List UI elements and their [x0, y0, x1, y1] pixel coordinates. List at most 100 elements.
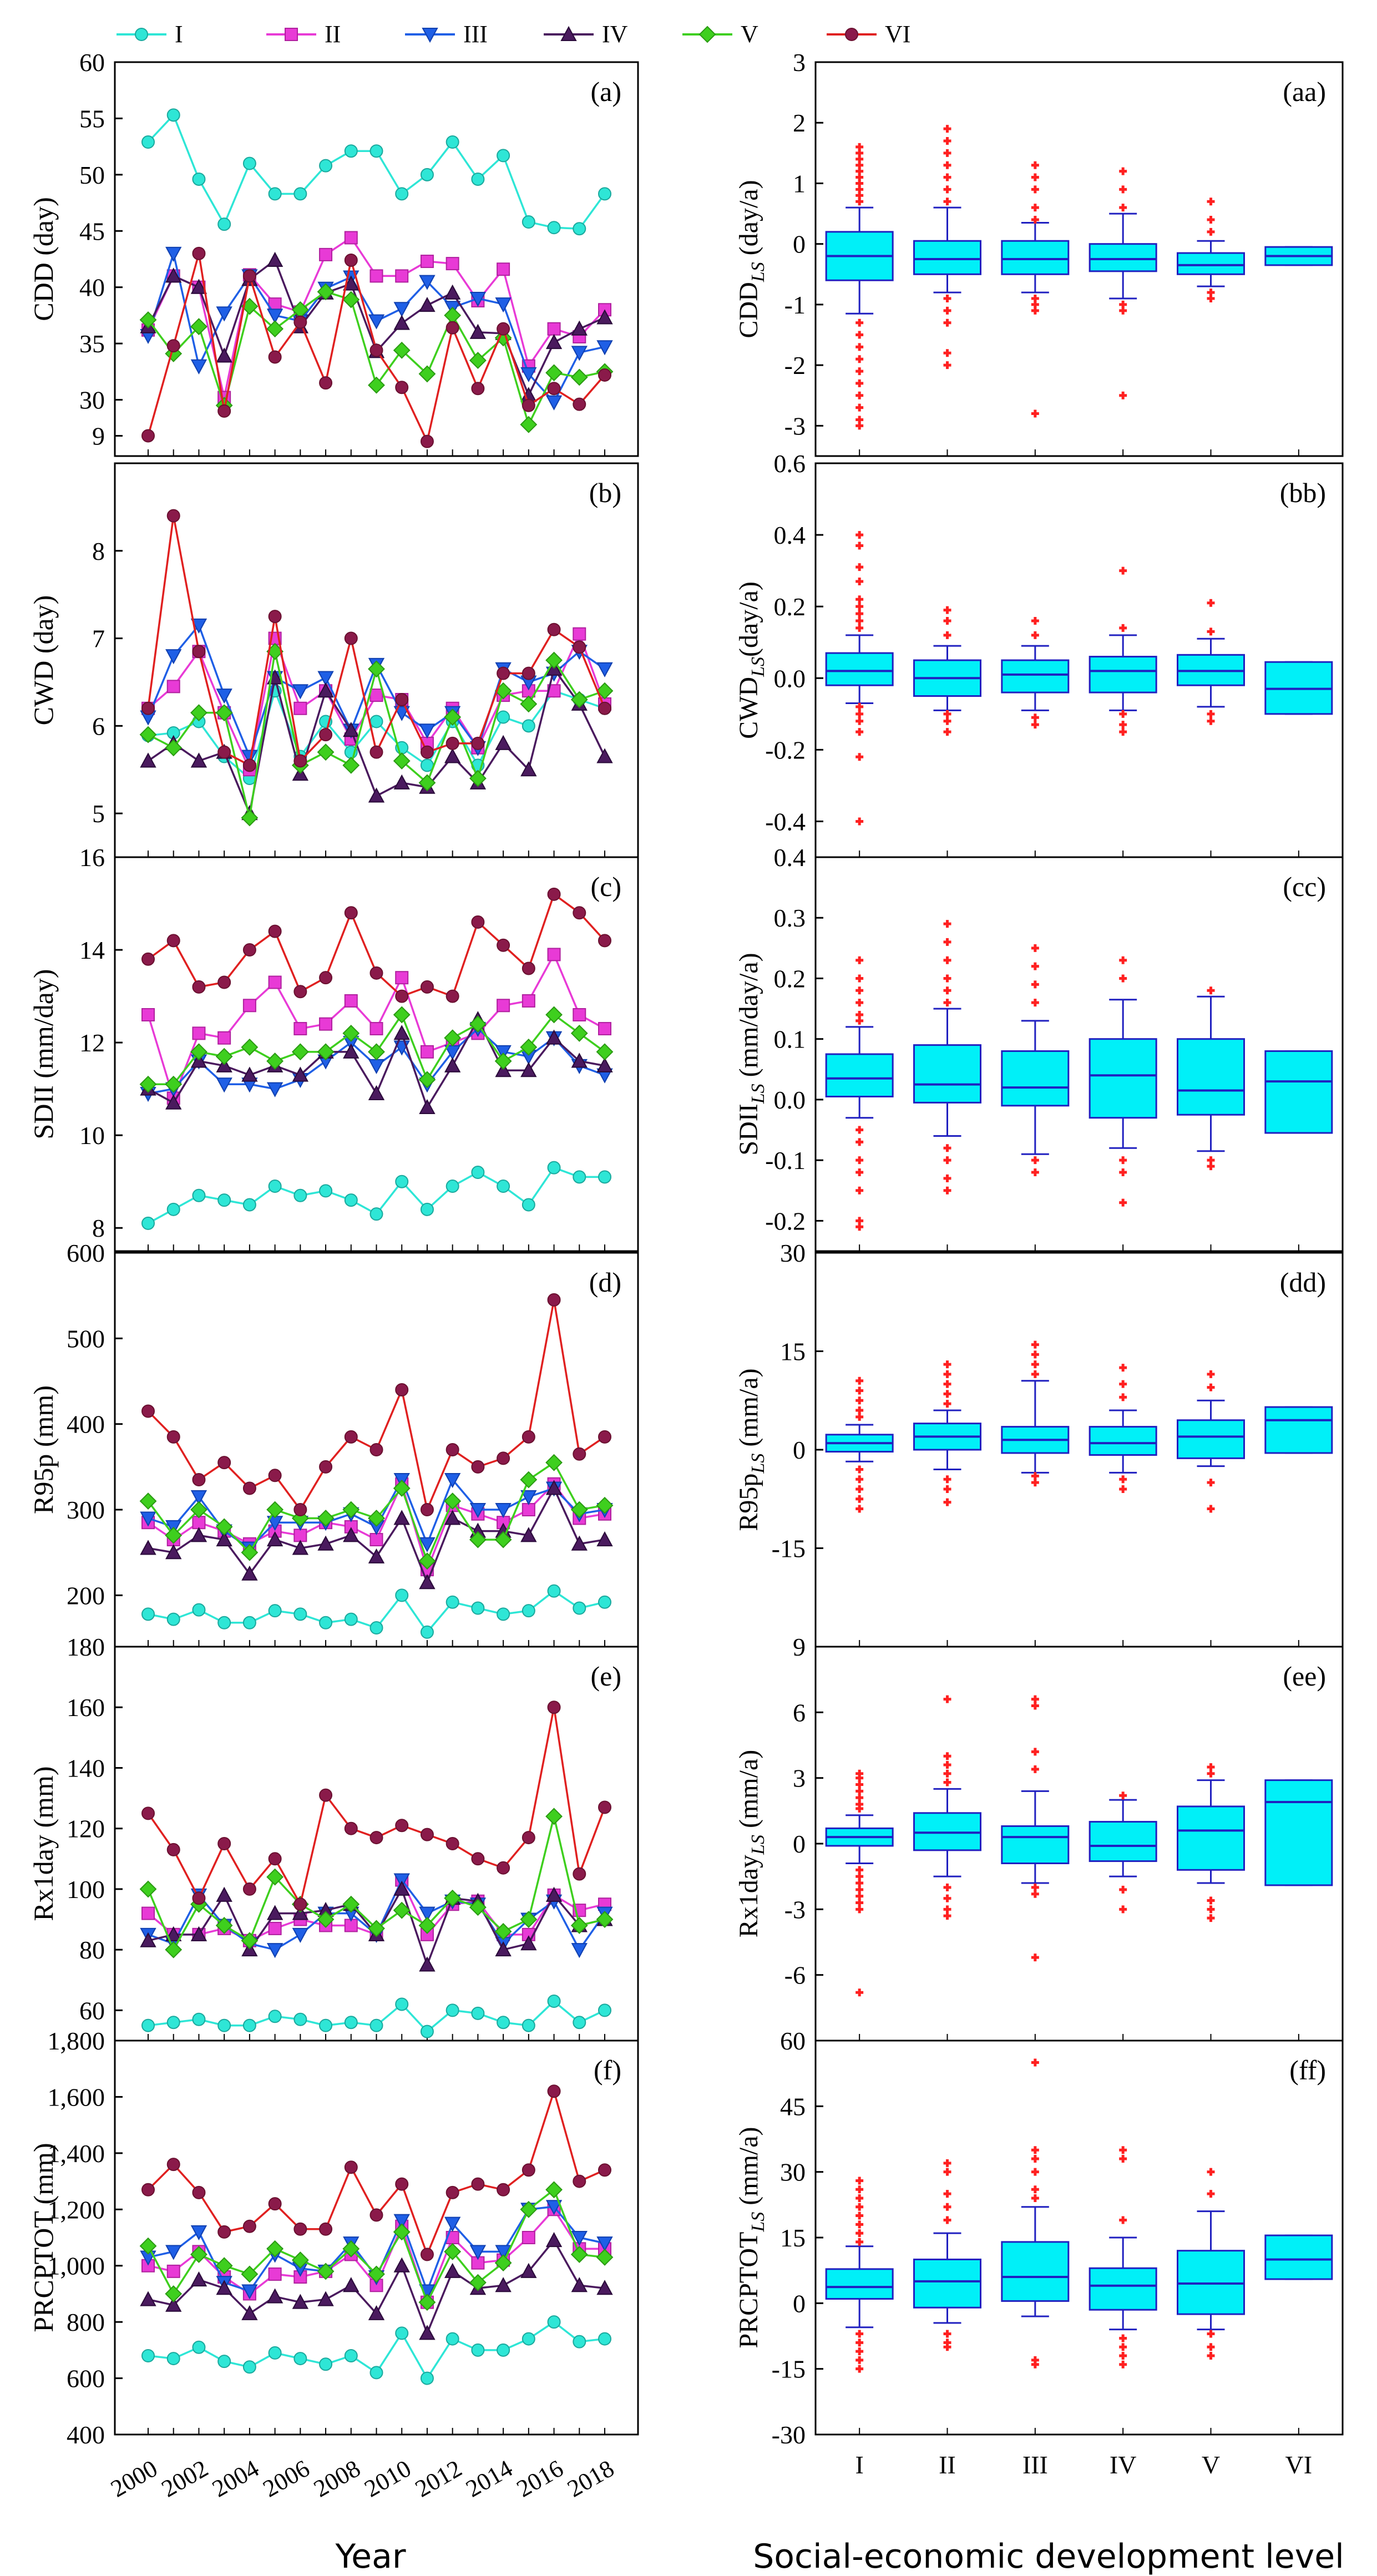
data-point-VI [446, 2185, 459, 2199]
line-panel-d: 200 300 400 500 600 R95p (mm) (d) [28, 1239, 639, 1648]
y-tick-label: 45 [79, 217, 105, 245]
outlier-point [943, 1912, 951, 1920]
data-point-IV [571, 2277, 588, 2292]
outlier-point [855, 753, 864, 761]
x-tick-label-II: II [939, 2451, 956, 2479]
data-point-VI [242, 269, 256, 283]
x-tick-label: 2016 [512, 2454, 568, 2502]
outlier-point [855, 1780, 864, 1789]
box-panel-ee: -6 -3 0 3 6 9 Rx1dayLS (mm/a) (ee) [734, 1633, 1344, 2042]
data-point-I [395, 1175, 409, 1188]
outlier-point [943, 185, 951, 194]
data-point-V [241, 1932, 259, 1950]
data-point-V [165, 1075, 183, 1093]
y-tick-label: 60 [79, 48, 105, 77]
outlier-point [943, 1144, 951, 1152]
data-point-VI [420, 434, 434, 448]
data-point-II [573, 627, 586, 641]
outlier-point [855, 2177, 864, 2185]
data-point-II [522, 1503, 535, 1517]
outlier-point [943, 361, 951, 370]
y-tick-label: 1,400 [48, 2139, 105, 2168]
data-point-I [522, 719, 535, 733]
data-point-I [369, 1207, 383, 1221]
data-point-I [395, 187, 409, 201]
x-tick-label: 2004 [207, 2454, 264, 2502]
data-point-I [420, 168, 434, 181]
y-tick-label: -6 [784, 1961, 806, 1990]
outlier-point [1119, 1905, 1127, 1914]
outlier-point [855, 1885, 864, 1894]
box-II [913, 125, 981, 456]
y-tick-label: 100 [67, 1875, 105, 1904]
data-point-IV [469, 323, 487, 339]
outlier-point [855, 2220, 864, 2229]
data-point-VI [268, 2197, 282, 2211]
x-tick-label-V: V [1202, 2451, 1220, 2479]
data-point-III [596, 2236, 613, 2252]
outlier-point [855, 2356, 864, 2364]
outlier-point [943, 2190, 951, 2198]
y-axis-label: PRCPTOT (mm) [28, 2143, 59, 2332]
data-point-III [190, 2225, 207, 2240]
data-point-I [573, 1170, 586, 1184]
data-point-VI [166, 509, 180, 523]
data-point-V [266, 1501, 284, 1519]
outlier-point [1119, 1198, 1127, 1207]
outlier-point [1207, 1763, 1215, 1771]
data-point-IV [545, 2231, 563, 2248]
series-line-I [147, 113, 606, 230]
box-panel-frame [814, 2039, 1344, 2436]
y-tick-label: 0.4 [774, 521, 806, 549]
data-point-III [469, 2245, 487, 2260]
data-point-IV [241, 1066, 258, 1082]
data-point-IV [317, 1535, 334, 1551]
outlier-point [1031, 185, 1039, 194]
data-point-I [268, 1180, 282, 1193]
outlier-point [943, 631, 951, 639]
y-tick-label: 80 [79, 1936, 105, 1964]
data-point-V [570, 1917, 588, 1934]
outlier-point [855, 2211, 864, 2220]
data-point-VI [446, 736, 459, 750]
data-point-I [217, 217, 231, 231]
outlier-point [1031, 980, 1039, 989]
data-point-V [190, 1501, 207, 1519]
data-point-VI [319, 728, 333, 742]
outlier-point [1119, 1393, 1127, 1401]
data-point-I [268, 1604, 282, 1618]
y-tick-label: 600 [67, 1239, 105, 1267]
outlier-point [943, 1894, 951, 1902]
data-point-V [393, 1901, 411, 1919]
x-tick-label: 2002 [157, 2454, 213, 2502]
panel-label: (d) [589, 1267, 621, 1298]
outlier-point [855, 391, 864, 399]
data-point-V [317, 283, 335, 301]
box-body [1177, 1805, 1245, 1871]
data-point-I [369, 2366, 383, 2380]
data-point-VI [217, 745, 231, 759]
data-point-VI [369, 745, 383, 759]
legend-label-VI: VI [885, 21, 910, 48]
box-panel-ff: -30 -15 0 15 30 45 60 PRCPTOTLS (mm/a) (ff) [734, 2027, 1344, 2449]
legend: I II III IV V VI [117, 21, 910, 48]
outlier-point [943, 1778, 951, 1787]
y-tick-label: 1,800 [48, 2027, 105, 2055]
outlier-point [943, 1485, 951, 1493]
outlier-point [1031, 1370, 1039, 1378]
data-point-III [368, 1059, 385, 1074]
box-body [1264, 1779, 1333, 1886]
data-point-VI [446, 321, 459, 335]
outlier-point [943, 2330, 951, 2338]
data-point-I [522, 215, 535, 229]
y-axis-label: R95pLS (mm/a) [734, 1368, 768, 1531]
data-point-VI [522, 1430, 535, 1444]
data-point-IV [545, 1480, 563, 1495]
outlier-point [1031, 944, 1039, 952]
data-point-V [570, 1024, 588, 1042]
outlier-point [1031, 1479, 1039, 1487]
data-point-V [418, 365, 436, 383]
y-tick-label: 50 [79, 161, 105, 189]
data-point-I [141, 2018, 155, 2032]
